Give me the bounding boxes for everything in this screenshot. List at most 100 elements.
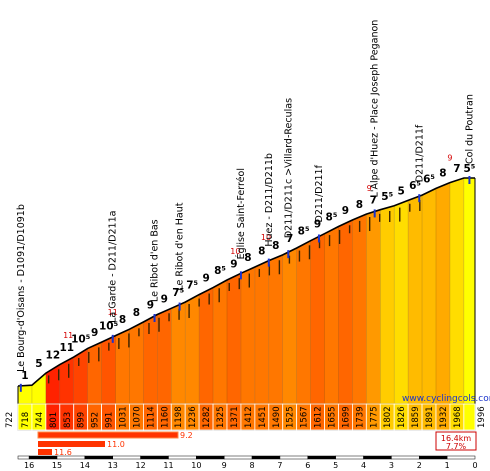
gradient-label: 8 <box>244 252 251 264</box>
altitude-label: 991 <box>105 412 115 428</box>
altitude-label: 1371 <box>230 406 240 428</box>
km-tick-label: 0 <box>472 461 477 470</box>
altitude-label: 1567 <box>300 406 310 428</box>
gradient-label: 9 <box>342 205 349 217</box>
steep-grade-label: 9 <box>447 154 452 163</box>
profile-segment <box>296 240 311 404</box>
watermark: www.cyclingcols.com <box>402 394 490 404</box>
profile-segment <box>129 322 144 404</box>
waypoint-label: Le Bourg-d'Oisans - D1091/D1091b <box>16 204 27 372</box>
gradient-label: 7 <box>370 195 377 207</box>
profile-segment <box>213 280 227 404</box>
km-tick-label: 4 <box>361 461 366 470</box>
profile-segment <box>31 373 46 404</box>
waypoint-label: Le Ribot d'en Haut <box>175 202 186 290</box>
gradient-label: 10⁵ <box>71 333 91 345</box>
km-tick-label: 3 <box>389 461 394 470</box>
altitude-label: 1031 <box>118 406 128 428</box>
altitude-label: 1114 <box>146 406 156 428</box>
gradient-label: 5 <box>397 185 404 197</box>
start-altitude-label: 722 <box>5 412 15 428</box>
distance-value: 16.4km <box>441 434 471 443</box>
altitude-label: 1859 <box>411 406 421 428</box>
profile-segment <box>73 348 88 404</box>
km-axis-segment <box>140 455 169 460</box>
profile-segment <box>449 178 464 404</box>
km-axis-segment <box>56 455 86 460</box>
gradient-label: 9 <box>147 299 154 311</box>
profile-segment <box>143 314 158 404</box>
altitude-label: 1739 <box>355 406 365 428</box>
end-altitude-label: 1996 <box>477 406 487 428</box>
gradient-label: 7 <box>453 163 460 175</box>
km-axis-segment <box>335 455 364 460</box>
altitude-label: 1236 <box>188 406 198 428</box>
profile-segment <box>254 260 269 404</box>
waypoint-label: D211/D211f <box>314 164 325 222</box>
profile-segment <box>338 219 353 404</box>
profile-segment <box>59 357 74 404</box>
gradient-label: 7⁵ <box>186 280 198 292</box>
gradient-label: 9 <box>161 293 168 305</box>
km-axis: 16 15 14 13 12 11 10 9 8 7 6 5 4 3 2 1 0 <box>17 455 478 470</box>
altitude-label: 1775 <box>369 406 379 428</box>
profile-outline <box>17 177 475 387</box>
profile-segment <box>240 266 255 404</box>
km-axis-segment <box>168 455 197 460</box>
gradient-label: 9 <box>314 219 321 231</box>
altitude-label: 744 <box>35 412 45 428</box>
altitude-label: 1451 <box>258 406 268 428</box>
altitude-label: 853 <box>63 412 73 428</box>
stat-bar-value: 11.6 <box>54 448 72 457</box>
altitude-label: 1198 <box>174 406 184 428</box>
waypoint-label: Huez - D211/D211b <box>264 153 275 247</box>
gradient-label: 8⁵ <box>326 211 338 223</box>
profile-segment <box>422 188 436 404</box>
altitude-label: 1968 <box>453 406 463 428</box>
steep-grade-label: 9 <box>367 184 372 193</box>
gradient-label: 5 <box>35 358 42 370</box>
altitude-label: 1325 <box>216 406 226 428</box>
gradient-label: 9 <box>202 273 209 285</box>
profile-segment <box>352 214 367 404</box>
stats-box <box>435 431 477 451</box>
km-tick-label: 5 <box>333 461 338 470</box>
gradient-label: 12 <box>46 350 61 362</box>
km-axis-segment <box>17 455 30 460</box>
waypoint-label: L'Alpe d'Huez - Place Joseph Peganon <box>370 20 381 198</box>
profile-segment <box>171 302 186 404</box>
altitude-band: 718 744 801 853 899 952 991 1031 1070 1114 1160 119… <box>5 394 490 431</box>
altitude-label: 1412 <box>244 406 254 428</box>
km-axis-segment <box>446 455 476 460</box>
km-axis-segment <box>251 455 281 460</box>
gradient-label: 9 <box>230 258 237 270</box>
profile-segment <box>226 273 241 404</box>
altitude-label: 1525 <box>286 406 296 428</box>
altitude-label: 1655 <box>327 406 337 428</box>
gradient-label: 8 <box>258 246 265 258</box>
profile-segment <box>101 335 116 404</box>
km-tick-label: 13 <box>108 461 118 470</box>
altitude-label: 1891 <box>425 406 435 428</box>
gradient-label: 8⁵ <box>214 265 226 277</box>
profile-segment <box>380 205 395 404</box>
waypoint-label: Col du Poutran <box>464 94 475 164</box>
km-tick-label: 16 <box>24 461 34 470</box>
km-tick-label: 15 <box>52 461 62 470</box>
km-axis-segment <box>279 455 309 460</box>
profile-segment <box>463 178 475 404</box>
profile-segment <box>268 254 283 404</box>
altitude-label: 1699 <box>341 406 351 428</box>
km-tick-label: 10 <box>191 461 201 470</box>
profile-fill-layer <box>18 178 475 404</box>
gradient-label: 8 <box>119 314 126 326</box>
altitude-label: 1802 <box>383 406 393 428</box>
avg-grade-value: 7.7% <box>446 442 467 451</box>
altitude-label: 1826 <box>397 406 407 428</box>
altitude-label: 952 <box>91 412 101 428</box>
altitude-label: 1282 <box>202 406 212 428</box>
profile-segment <box>394 200 409 404</box>
profile-segment <box>115 329 130 404</box>
